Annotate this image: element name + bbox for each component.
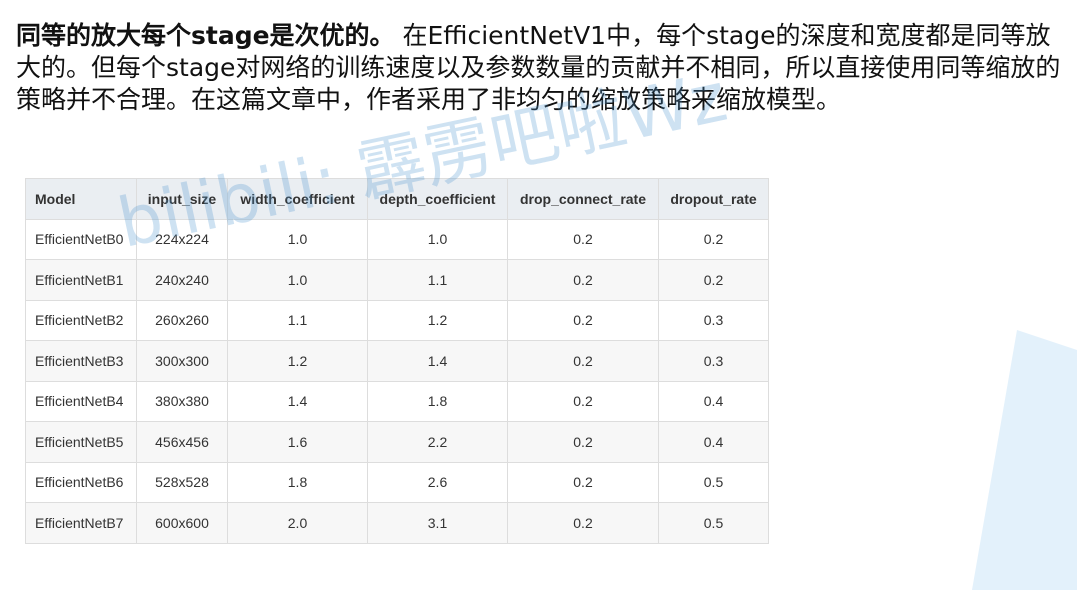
cell-depth-coefficient: 1.0	[367, 218, 508, 260]
cell-model: EfficientNetB2	[25, 299, 137, 341]
cell-input-size: 528x528	[136, 461, 228, 503]
cell-model: EfficientNetB7	[25, 502, 137, 544]
cell-drop-connect-rate: 0.2	[507, 380, 659, 422]
cell-input-size: 600x600	[136, 502, 228, 544]
cell-depth-coefficient: 1.4	[367, 340, 508, 382]
table-row: EfficientNetB1 240x240 1.0 1.1 0.2 0.2	[25, 259, 769, 301]
cell-depth-coefficient: 1.1	[367, 259, 508, 301]
table-row: EfficientNetB3 300x300 1.2 1.4 0.2 0.3	[25, 340, 769, 382]
header-drop-connect-rate: drop_connect_rate	[507, 178, 659, 220]
cell-width-coefficient: 1.1	[227, 299, 368, 341]
cell-depth-coefficient: 1.8	[367, 380, 508, 422]
cell-input-size: 300x300	[136, 340, 228, 382]
cell-drop-connect-rate: 0.2	[507, 502, 659, 544]
header-input-size: input_size	[136, 178, 228, 220]
cell-input-size: 456x456	[136, 421, 228, 463]
cell-input-size: 240x240	[136, 259, 228, 301]
cell-dropout-rate: 0.2	[658, 259, 769, 301]
table-row: EfficientNetB4 380x380 1.4 1.8 0.2 0.4	[25, 380, 769, 422]
cell-drop-connect-rate: 0.2	[507, 461, 659, 503]
cell-depth-coefficient: 2.6	[367, 461, 508, 503]
cell-model: EfficientNetB1	[25, 259, 137, 301]
cell-drop-connect-rate: 0.2	[507, 299, 659, 341]
cell-dropout-rate: 0.2	[658, 218, 769, 260]
cell-depth-coefficient: 3.1	[367, 502, 508, 544]
header-dropout-rate: dropout_rate	[658, 178, 769, 220]
cell-input-size: 260x260	[136, 299, 228, 341]
table-row: EfficientNetB6 528x528 1.8 2.6 0.2 0.5	[25, 461, 769, 503]
cell-width-coefficient: 1.2	[227, 340, 368, 382]
cell-drop-connect-rate: 0.2	[507, 218, 659, 260]
header-width-coefficient: width_coefficient	[227, 178, 368, 220]
corner-accent-shape	[972, 330, 1077, 590]
table-row: EfficientNetB5 456x456 1.6 2.2 0.2 0.4	[25, 421, 769, 463]
cell-width-coefficient: 1.6	[227, 421, 368, 463]
cell-dropout-rate: 0.3	[658, 299, 769, 341]
intro-body: 在EfficientNetV1中，每个stage的深度和宽度都是同等放大的。但每…	[16, 21, 1061, 114]
table-row: EfficientNetB2 260x260 1.1 1.2 0.2 0.3	[25, 299, 769, 341]
cell-drop-connect-rate: 0.2	[507, 259, 659, 301]
cell-width-coefficient: 1.4	[227, 380, 368, 422]
cell-drop-connect-rate: 0.2	[507, 340, 659, 382]
intro-lead: 同等的放大每个stage是次优的。	[16, 21, 395, 50]
cell-width-coefficient: 1.8	[227, 461, 368, 503]
header-model: Model	[25, 178, 137, 220]
cell-dropout-rate: 0.4	[658, 421, 769, 463]
intro-paragraph: 同等的放大每个stage是次优的。 在EfficientNetV1中，每个sta…	[16, 20, 1066, 116]
table-row: EfficientNetB7 600x600 2.0 3.1 0.2 0.5	[25, 502, 769, 544]
cell-dropout-rate: 0.5	[658, 461, 769, 503]
efficientnet-params-table: Model input_size width_coefficient depth…	[25, 178, 769, 544]
cell-model: EfficientNetB0	[25, 218, 137, 260]
cell-depth-coefficient: 1.2	[367, 299, 508, 341]
cell-input-size: 380x380	[136, 380, 228, 422]
cell-drop-connect-rate: 0.2	[507, 421, 659, 463]
cell-depth-coefficient: 2.2	[367, 421, 508, 463]
header-depth-coefficient: depth_coefficient	[367, 178, 508, 220]
table-header-row: Model input_size width_coefficient depth…	[25, 178, 769, 220]
cell-dropout-rate: 0.4	[658, 380, 769, 422]
cell-width-coefficient: 1.0	[227, 259, 368, 301]
cell-width-coefficient: 1.0	[227, 218, 368, 260]
cell-model: EfficientNetB4	[25, 380, 137, 422]
cell-dropout-rate: 0.3	[658, 340, 769, 382]
cell-model: EfficientNetB3	[25, 340, 137, 382]
table-row: EfficientNetB0 224x224 1.0 1.0 0.2 0.2	[25, 218, 769, 260]
cell-model: EfficientNetB5	[25, 421, 137, 463]
cell-dropout-rate: 0.5	[658, 502, 769, 544]
cell-width-coefficient: 2.0	[227, 502, 368, 544]
cell-model: EfficientNetB6	[25, 461, 137, 503]
cell-input-size: 224x224	[136, 218, 228, 260]
